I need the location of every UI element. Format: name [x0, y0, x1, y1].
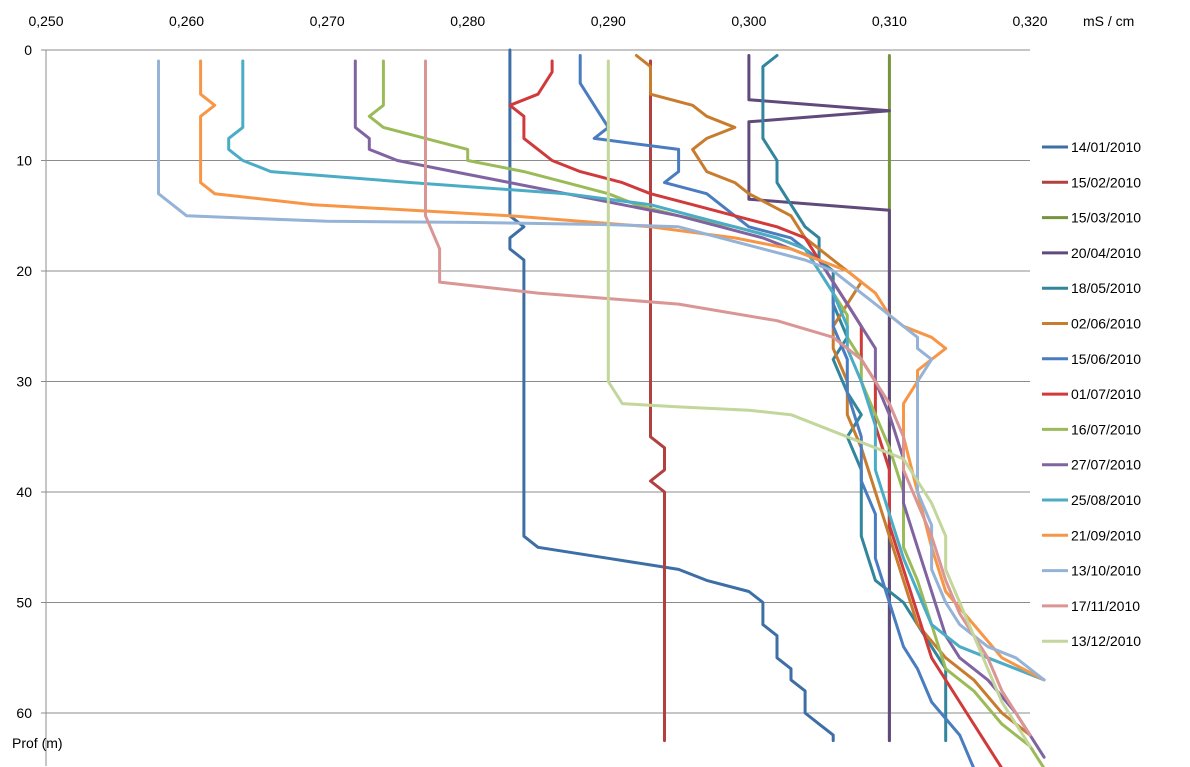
series-line-10: [227, 59, 1046, 682]
legend-label-8: 16/07/2010: [1071, 421, 1141, 437]
plot-area: [157, 48, 1046, 767]
legend-label-10: 25/08/2010: [1071, 492, 1141, 508]
legend-label-9: 27/07/2010: [1071, 457, 1141, 473]
legend-label-4: 18/05/2010: [1071, 280, 1141, 296]
legend-label-12: 13/10/2010: [1071, 563, 1141, 579]
x-axis-label: mS / cm: [1083, 13, 1134, 29]
legend-label-0: 14/01/2010: [1071, 139, 1141, 155]
y-axis-label: Prof (m): [12, 735, 63, 751]
x-tick-label-0: 0,250: [28, 13, 63, 29]
y-tick-label-6: 60: [16, 705, 32, 721]
x-tick-label-6: 0,310: [872, 13, 907, 29]
x-tick-label-5: 0,300: [731, 13, 766, 29]
legend-label-13: 17/11/2010: [1071, 598, 1140, 614]
y-tick-label-2: 20: [16, 263, 32, 279]
legend-label-14: 13/12/2010: [1071, 633, 1141, 649]
grid-lines: [46, 160, 1030, 714]
y-tick-label-1: 10: [16, 153, 32, 169]
series-line-14: [606, 59, 1032, 748]
axes: [41, 49, 1030, 766]
series-line-1: [649, 59, 666, 743]
series-line-11: [199, 59, 1046, 682]
series-line-7: [508, 59, 1003, 767]
series-line-13: [424, 59, 1032, 737]
x-tick-label-1: 0,260: [169, 13, 204, 29]
x-tick-label-3: 0,280: [450, 13, 485, 29]
y-tick-label-5: 50: [16, 595, 32, 611]
series-line-0: [508, 48, 835, 743]
series-line-8: [367, 59, 1046, 767]
legend: 14/01/2010 15/02/2010 15/03/2010 20/04/2010…: [1042, 139, 1141, 649]
legend-label-11: 21/09/2010: [1071, 527, 1141, 543]
legend-label-7: 01/07/2010: [1071, 386, 1141, 402]
y-tick-labels: 0 10 20 30 40 50 60: [16, 42, 32, 721]
y-tick-label-0: 0: [24, 42, 32, 58]
legend-label-6: 15/06/2010: [1071, 351, 1141, 367]
x-tick-label-4: 0,290: [591, 13, 626, 29]
series-line-12: [157, 59, 1046, 682]
series-line-3: [747, 54, 891, 743]
legend-label-2: 15/03/2010: [1071, 210, 1141, 226]
y-tick-label-3: 30: [16, 374, 32, 390]
x-tick-labels: 0,250 0,260 0,270 0,280 0,290 0,300 0,310 0,320: [28, 13, 1047, 29]
legend-label-3: 20/04/2010: [1071, 245, 1141, 261]
legend-label-5: 02/06/2010: [1071, 316, 1141, 332]
x-tick-label-7: 0,320: [1012, 13, 1047, 29]
y-tick-label-4: 40: [16, 484, 32, 500]
legend-label-1: 15/02/2010: [1071, 174, 1141, 190]
series-line-4: [761, 54, 948, 743]
x-tick-label-2: 0,270: [310, 13, 345, 29]
